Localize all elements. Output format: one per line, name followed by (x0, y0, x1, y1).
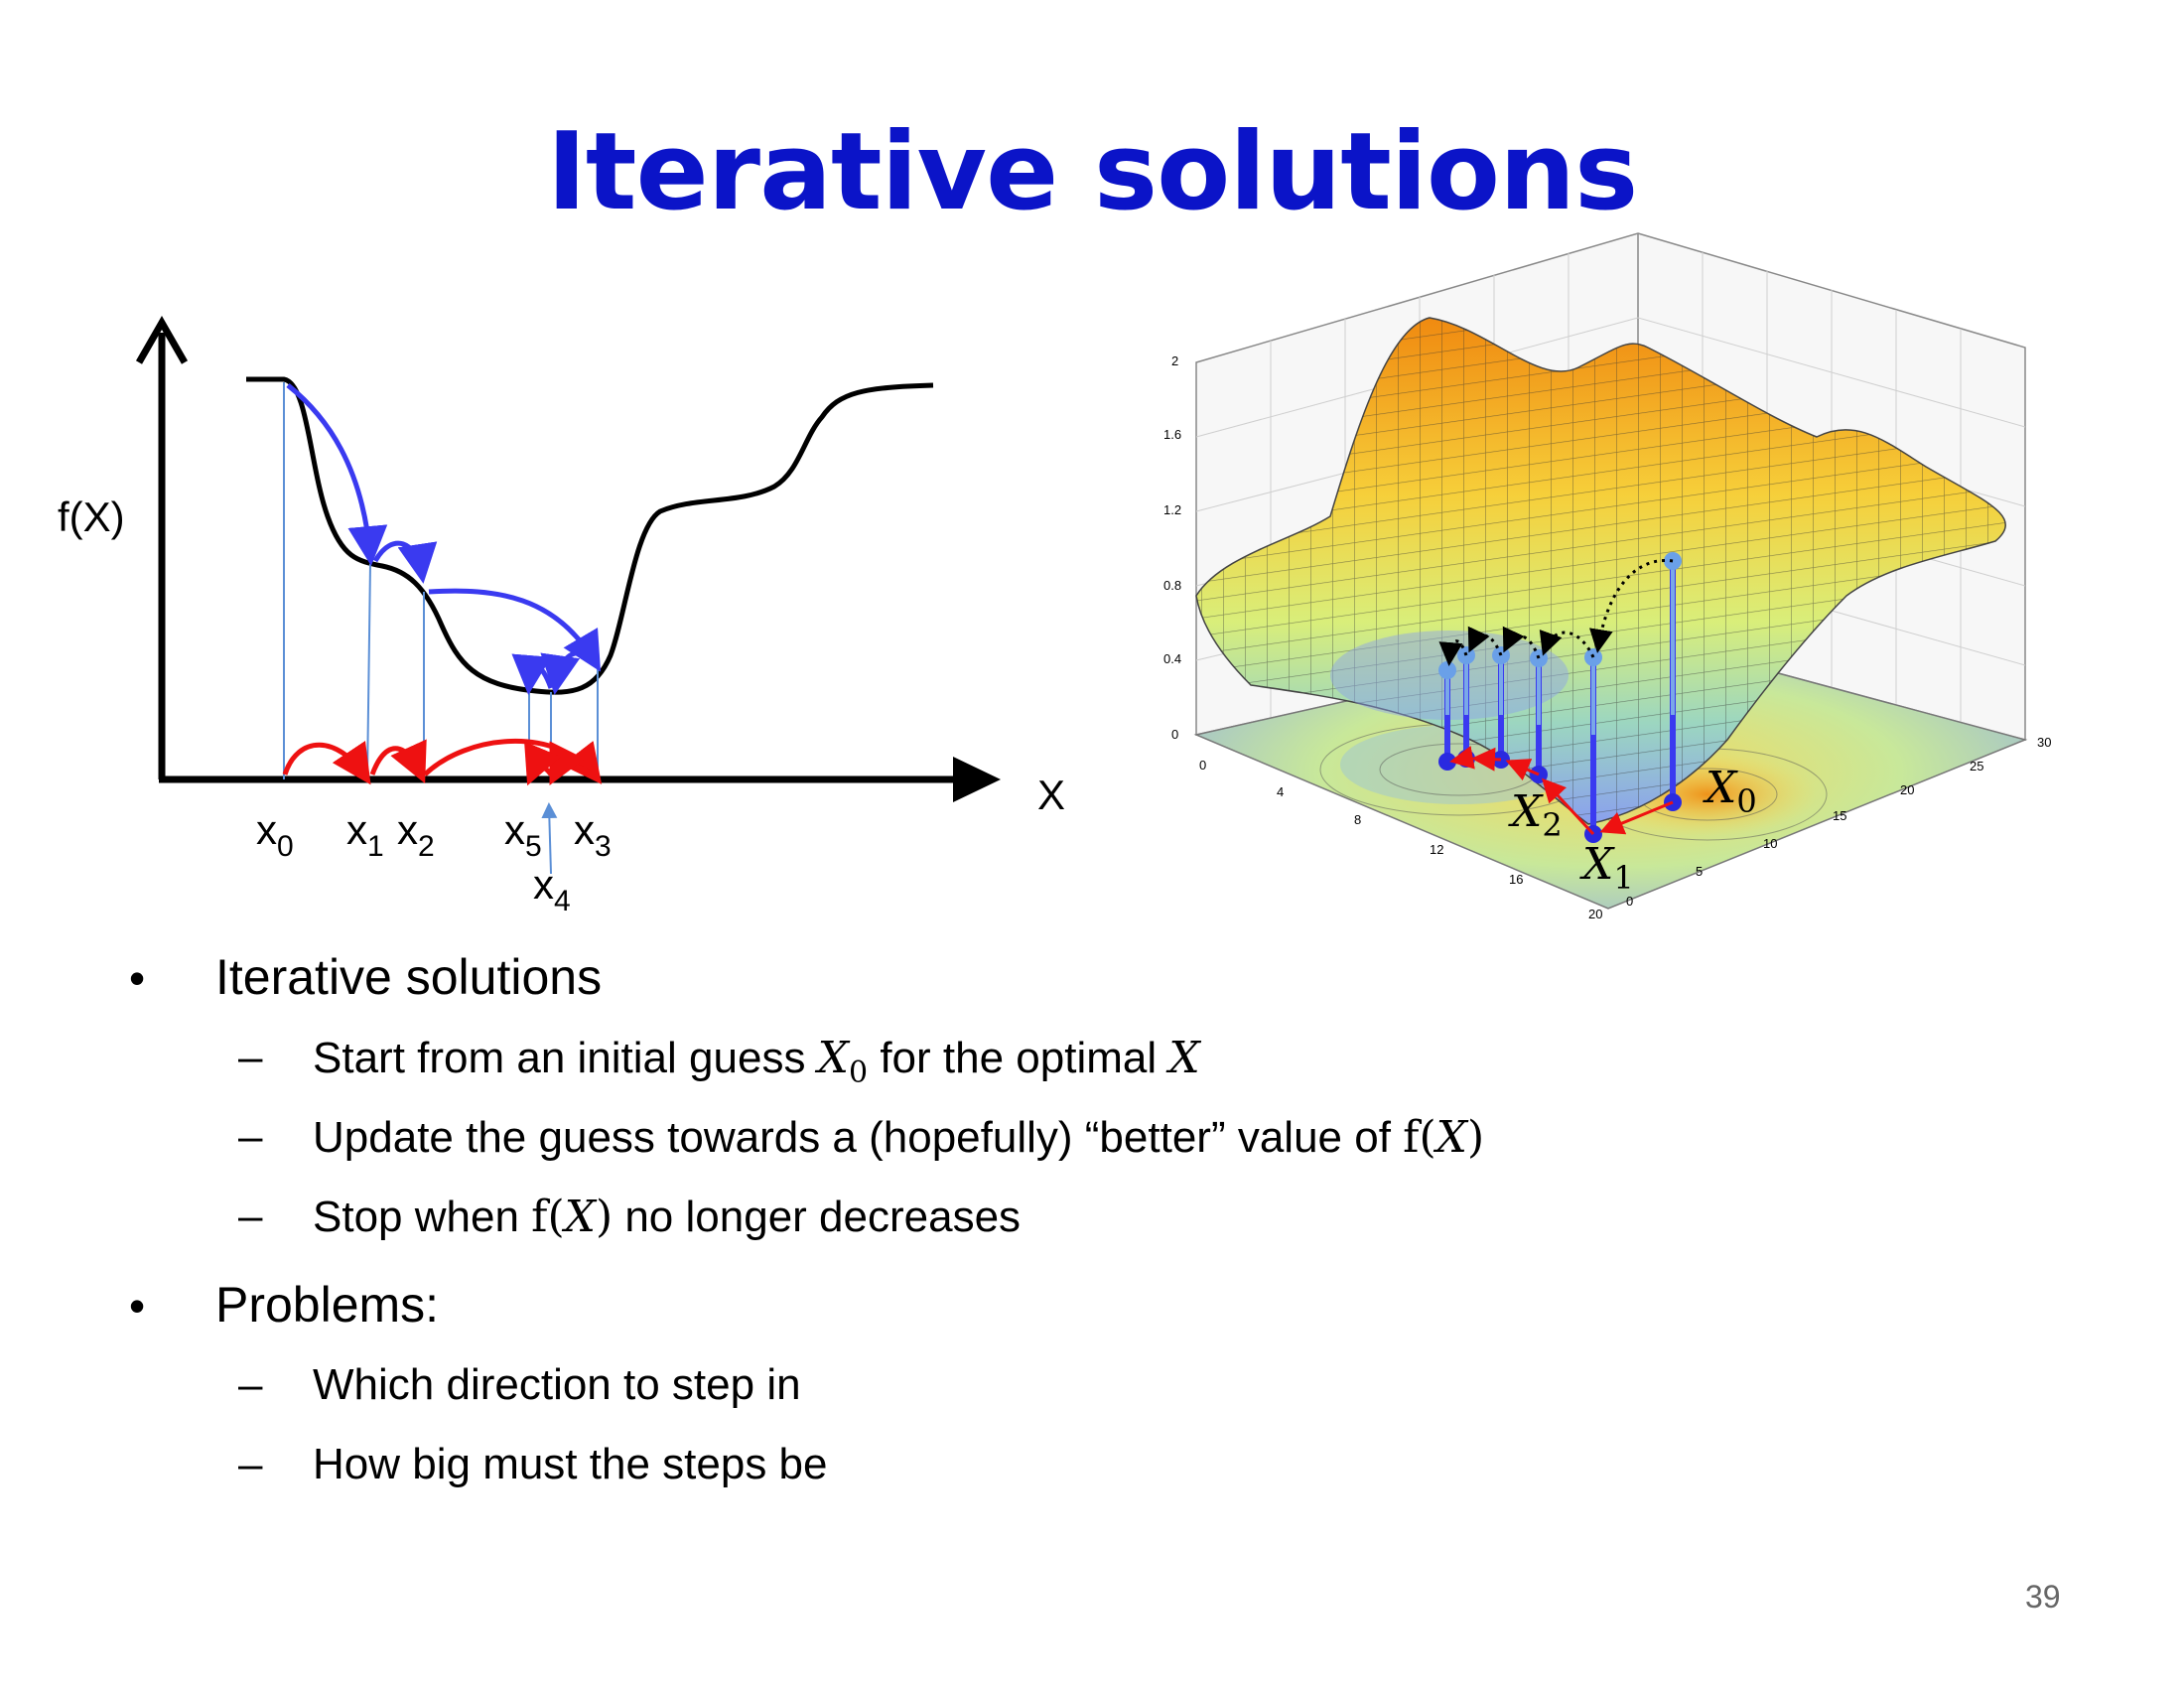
z-tick-labels: 2 1.6 1.2 0.8 0.4 0 (1163, 353, 1181, 742)
svg-text:16: 16 (1509, 872, 1523, 887)
svg-text:0: 0 (1626, 894, 1633, 909)
sub-bullet-update: Update the guess towards a (hopefully) “… (313, 1112, 1485, 1163)
svg-text:10: 10 (1763, 836, 1777, 851)
function-curve (246, 376, 934, 695)
blue-step-arrows (286, 383, 602, 695)
sub-bullet-stop: Stop when f(X) no longer decreases (313, 1192, 1022, 1242)
tick-x2: x2 (397, 806, 435, 863)
bullet-marker: • (129, 952, 146, 1004)
svg-text:12: 12 (1430, 842, 1443, 857)
dash-marker: – (238, 1033, 263, 1081)
svg-text:0: 0 (1171, 727, 1178, 742)
dash-marker: – (238, 1192, 263, 1240)
svg-text:1.2: 1.2 (1163, 502, 1181, 517)
svg-text:0.8: 0.8 (1163, 578, 1181, 593)
x-tick-labels-3d: 0 4 8 12 16 20 (1199, 758, 1602, 921)
svg-text:2: 2 (1171, 353, 1178, 368)
dash-marker: – (238, 1360, 263, 1409)
x4-pointer (541, 802, 558, 875)
tick-x0: x0 (256, 806, 294, 863)
bullet-problems: Problems: (215, 1277, 440, 1333)
label-X0: X0 (1703, 763, 1757, 820)
tick-x1: x1 (346, 806, 384, 863)
svg-text:1.6: 1.6 (1163, 427, 1181, 442)
x-axis-label: X (1037, 772, 1065, 818)
svg-text:30: 30 (2037, 735, 2051, 750)
descent-path (1438, 552, 1682, 843)
svg-text:0.4: 0.4 (1163, 651, 1181, 666)
svg-text:25: 25 (1970, 759, 1983, 774)
page-number: 39 (2025, 1579, 2061, 1615)
surface (1195, 317, 2006, 825)
label-X2: X2 (1508, 786, 1563, 844)
svg-text:20: 20 (1900, 782, 1914, 797)
tick-x4: x4 (533, 861, 571, 917)
red-step-arrows (282, 738, 603, 786)
svg-text:20: 20 (1588, 907, 1602, 921)
bullet-iterative-solutions: Iterative solutions (215, 949, 603, 1005)
y-tick-labels-3d: 0 5 10 15 20 25 30 (1626, 735, 2051, 909)
dash-marker: – (238, 1112, 263, 1161)
x-tick-labels: x0 x1 x2 x5 x3 x4 (256, 802, 612, 917)
bullet-marker: • (129, 1280, 146, 1332)
svg-text:8: 8 (1354, 812, 1361, 827)
dash-marker: – (238, 1440, 263, 1488)
slide-title: Iterative solutions (546, 110, 1639, 234)
svg-text:15: 15 (1833, 808, 1846, 823)
sub-bullet-step-size: How big must the steps be (313, 1440, 828, 1488)
tick-x3: x3 (574, 806, 612, 863)
svg-text:5: 5 (1696, 864, 1703, 879)
svg-text:4: 4 (1277, 784, 1284, 799)
label-X1: X1 (1579, 839, 1634, 897)
sub-bullet-direction: Which direction to step in (313, 1360, 801, 1409)
y-axis (135, 315, 189, 779)
tick-x5: x5 (504, 806, 542, 863)
svg-text:0: 0 (1199, 758, 1206, 773)
sub-bullet-start: Start from an initial guess X0 for the o… (313, 1033, 1200, 1090)
y-axis-label: f(X) (58, 493, 125, 540)
